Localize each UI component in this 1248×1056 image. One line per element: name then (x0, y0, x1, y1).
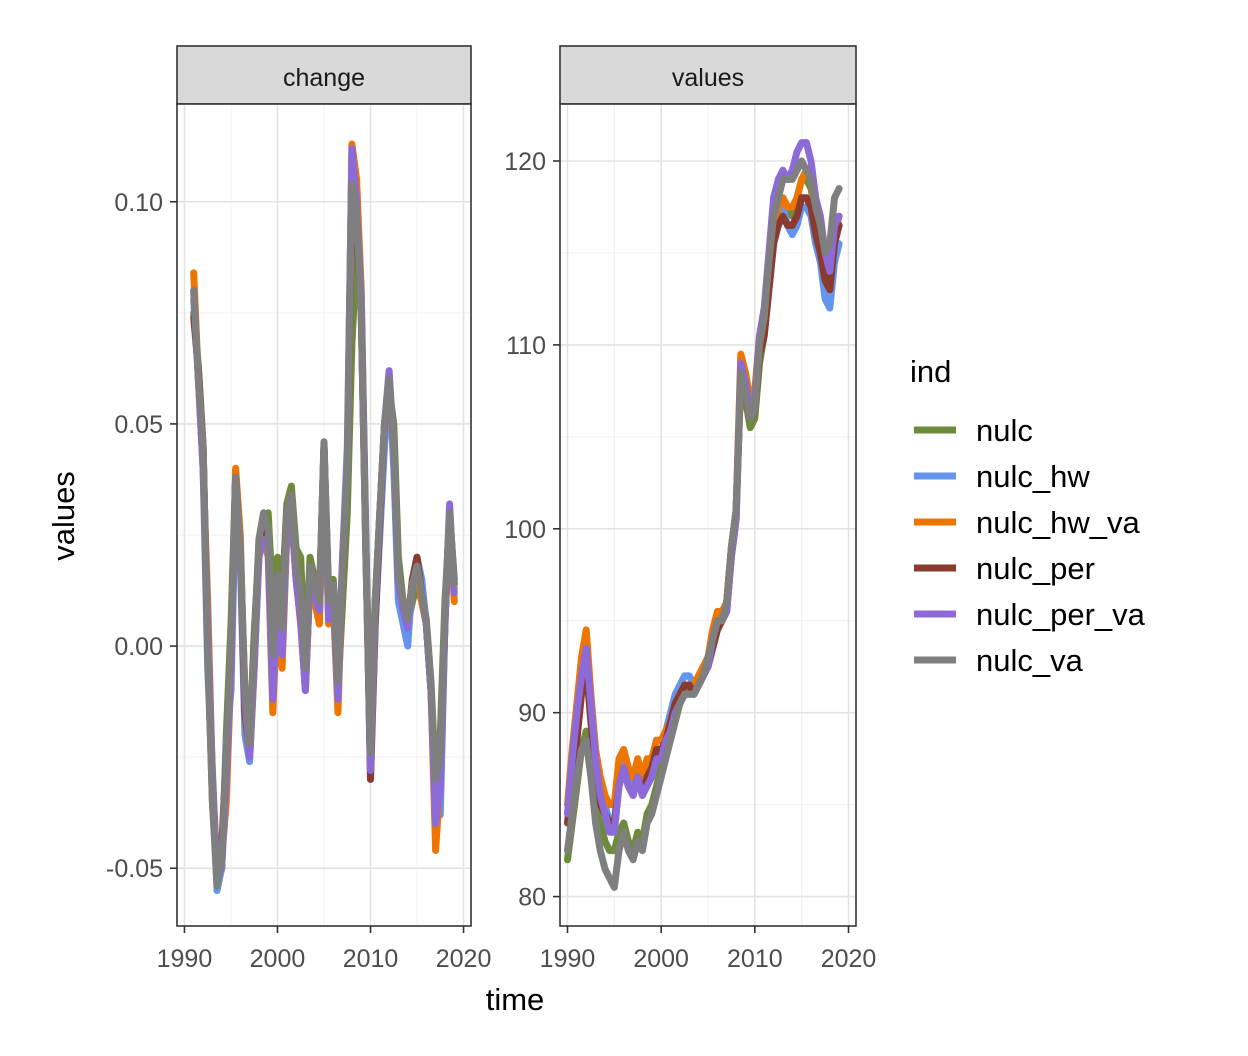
y-tick-label: 80 (518, 884, 546, 912)
x-tick-label: 2010 (343, 945, 399, 973)
legend-items: nulc nulc_hw nulc_hw_va nulc_per nulc_per_va… (914, 413, 1146, 678)
y-tick-label: 100 (504, 516, 546, 544)
series-line-nulc_va (564, 157, 843, 891)
major-gridlines (177, 104, 471, 926)
legend-label-nulc_hw_va: nulc_hw_va (976, 505, 1140, 540)
legend-item-nulc_hw: nulc_hw (914, 459, 1090, 494)
panel-change: change 1990 2000 2010 2020 -0.05 0.00 0.05 0.10 (106, 45, 492, 973)
y-tick-label: 110 (506, 332, 546, 360)
panel-values: values 1990 2000 2010 2020 80 90 100 110 120 (504, 45, 877, 973)
legend-label-nulc_hw: nulc_hw (976, 459, 1090, 494)
legend-item-nulc: nulc (914, 413, 1033, 448)
legend-label-nulc_per_va: nulc_per_va (976, 597, 1146, 632)
series-lines (190, 140, 458, 894)
x-tick-label: 2020 (436, 945, 492, 973)
legend-title: ind (910, 354, 951, 389)
x-tick-label: 1990 (157, 945, 213, 973)
panels-layer: change 1990 2000 2010 2020 -0.05 0.00 0.05 0.10 v… (106, 45, 877, 973)
series-lines (564, 139, 843, 891)
y-tick-label: 120 (504, 148, 546, 176)
legend-item-nulc_per: nulc_per (914, 551, 1095, 586)
strip-label: change (283, 64, 365, 92)
legend-label-nulc: nulc (976, 413, 1033, 448)
x-axis-title: time (486, 982, 545, 1017)
y-tick-label: 0.00 (114, 633, 163, 661)
legend-label-nulc_va: nulc_va (976, 643, 1084, 678)
x-tick-label: 1990 (540, 945, 596, 973)
strip-background (176, 45, 472, 105)
y-axis-title: values (46, 471, 81, 561)
panel-border (176, 103, 472, 927)
series-line-nulc_va (190, 180, 458, 890)
x-tick-label: 2020 (821, 945, 877, 973)
legend-item-nulc_per_va: nulc_per_va (914, 597, 1146, 632)
y-tick-label: -0.05 (106, 855, 163, 883)
x-tick-label: 2000 (250, 945, 306, 973)
panel-border (559, 103, 857, 927)
legend-item-nulc_va: nulc_va (914, 643, 1084, 678)
y-tick-label: 0.10 (114, 189, 163, 217)
x-tick-label: 2000 (633, 945, 689, 973)
y-tick-label: 90 (518, 700, 546, 728)
x-tick-label: 2010 (727, 945, 783, 973)
legend-item-nulc_hw_va: nulc_hw_va (914, 505, 1140, 540)
strip-label: values (672, 64, 744, 92)
legend: ind nulc nulc_hw nulc_hw_va nulc_per nulc_pe… (910, 354, 1146, 678)
legend-label-nulc_per: nulc_per (976, 551, 1095, 586)
y-tick-label: 0.05 (114, 411, 163, 439)
